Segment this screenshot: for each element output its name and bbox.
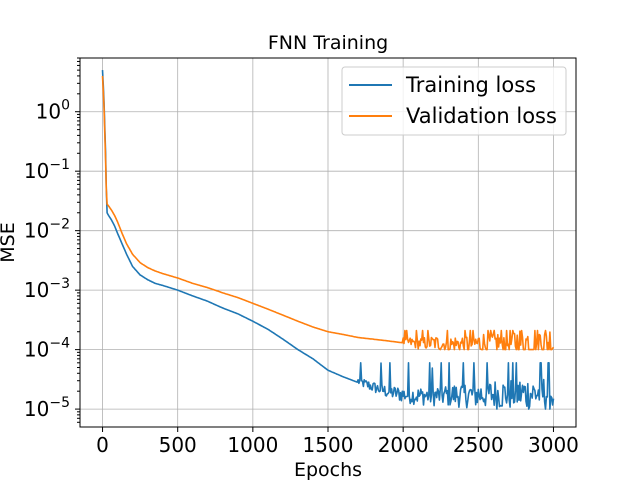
y-tick-label: 100	[36, 98, 70, 124]
legend: Training loss Validation loss	[341, 66, 567, 136]
x-tick-label: 0	[96, 433, 109, 457]
y-axis-label: MSE	[0, 222, 19, 262]
legend-box	[341, 66, 567, 136]
series-layer	[101, 70, 555, 410]
chart-title: FNN Training	[268, 32, 388, 54]
x-axis-label: Epochs	[294, 459, 362, 480]
x-tick-label: 1000	[227, 433, 278, 457]
x-tick-label: 1500	[303, 433, 354, 457]
y-tick-label: 10−4	[24, 336, 70, 362]
y-tick-label: 10−1	[24, 157, 70, 183]
y-tick-label: 10−2	[24, 217, 70, 243]
x-tick-label: 3000	[528, 433, 579, 457]
y-tick-label: 10−3	[24, 276, 70, 302]
legend-label-validation: Validation loss	[406, 104, 557, 128]
ticks: 0 500 1000 1500 2000 2500 3000 100 10−1 10−2 10−3 1…	[24, 57, 579, 457]
legend-label-training: Training loss	[405, 73, 536, 97]
series-line-validation	[101, 75, 555, 351]
x-tick-label: 2500	[453, 433, 504, 457]
series-line-training	[101, 70, 555, 410]
y-tick-label: 10−5	[24, 395, 70, 421]
x-tick-label: 2000	[378, 433, 429, 457]
x-tick-label: 500	[159, 433, 197, 457]
grid	[80, 58, 576, 427]
